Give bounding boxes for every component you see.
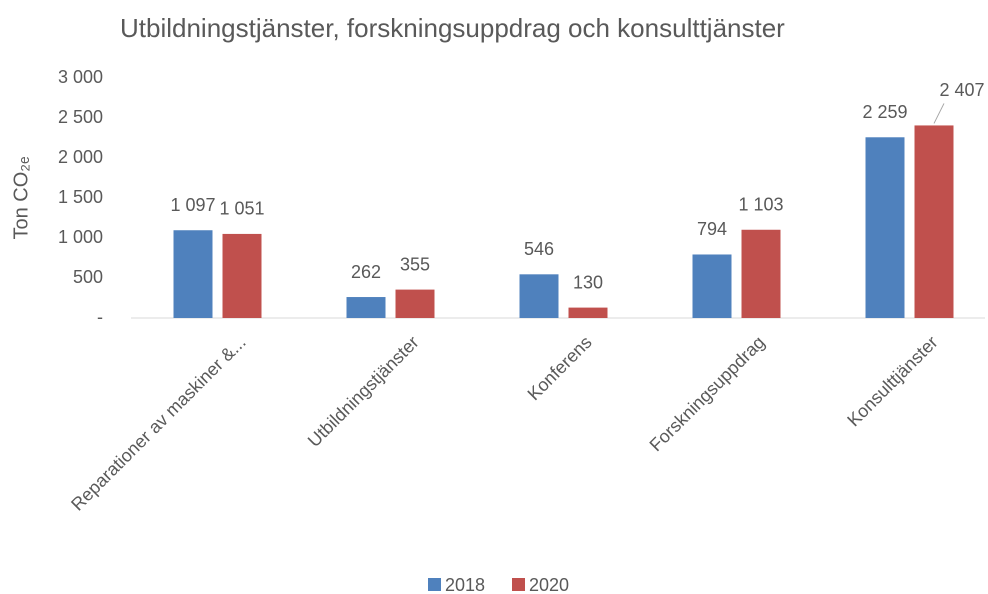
y-tick-label: 1 000 xyxy=(58,227,103,247)
y-tick-label: 3 000 xyxy=(58,67,103,87)
y-tick-label: - xyxy=(97,307,103,327)
data-label: 2 259 xyxy=(862,102,907,122)
x-tick-label: Forskningsuppdrag xyxy=(646,332,769,455)
data-label: 130 xyxy=(573,272,603,292)
data-label: 794 xyxy=(697,219,727,239)
bar xyxy=(865,137,905,318)
legend-swatch xyxy=(428,578,441,591)
data-label: 355 xyxy=(400,254,430,274)
y-tick-label: 2 000 xyxy=(58,147,103,167)
legend-label: 2020 xyxy=(529,575,569,594)
y-axis-label: Ton CO₂ₑ xyxy=(10,157,32,240)
x-tick-label: Reparationer av maskiner &... xyxy=(67,332,250,515)
bar xyxy=(346,297,386,318)
bar xyxy=(519,274,559,318)
y-tick-label: 2 500 xyxy=(58,107,103,127)
bar xyxy=(914,125,954,318)
bar xyxy=(568,307,608,318)
x-tick-label: Konsulttjänster xyxy=(843,332,941,430)
legend-swatch xyxy=(512,578,525,591)
y-tick-label: 1 500 xyxy=(58,187,103,207)
bar xyxy=(692,254,732,318)
x-tick-label: Utbildningstjänster xyxy=(304,332,423,451)
legend-label: 2018 xyxy=(445,575,485,594)
data-label: 262 xyxy=(351,262,381,282)
bar xyxy=(741,229,781,318)
leader-line xyxy=(933,103,945,124)
data-label: 1 103 xyxy=(738,195,783,215)
data-label: 1 051 xyxy=(219,199,264,219)
bar xyxy=(173,230,213,318)
bar xyxy=(222,233,262,318)
data-label: 2 407 xyxy=(939,80,984,100)
data-label: 1 097 xyxy=(170,195,215,215)
chart-title: Utbildningstjänster, forskningsuppdrag o… xyxy=(120,13,785,43)
y-tick-label: 500 xyxy=(73,267,103,287)
data-label: 546 xyxy=(524,239,554,259)
x-tick-label: Konferens xyxy=(524,332,596,404)
bar xyxy=(395,289,435,318)
